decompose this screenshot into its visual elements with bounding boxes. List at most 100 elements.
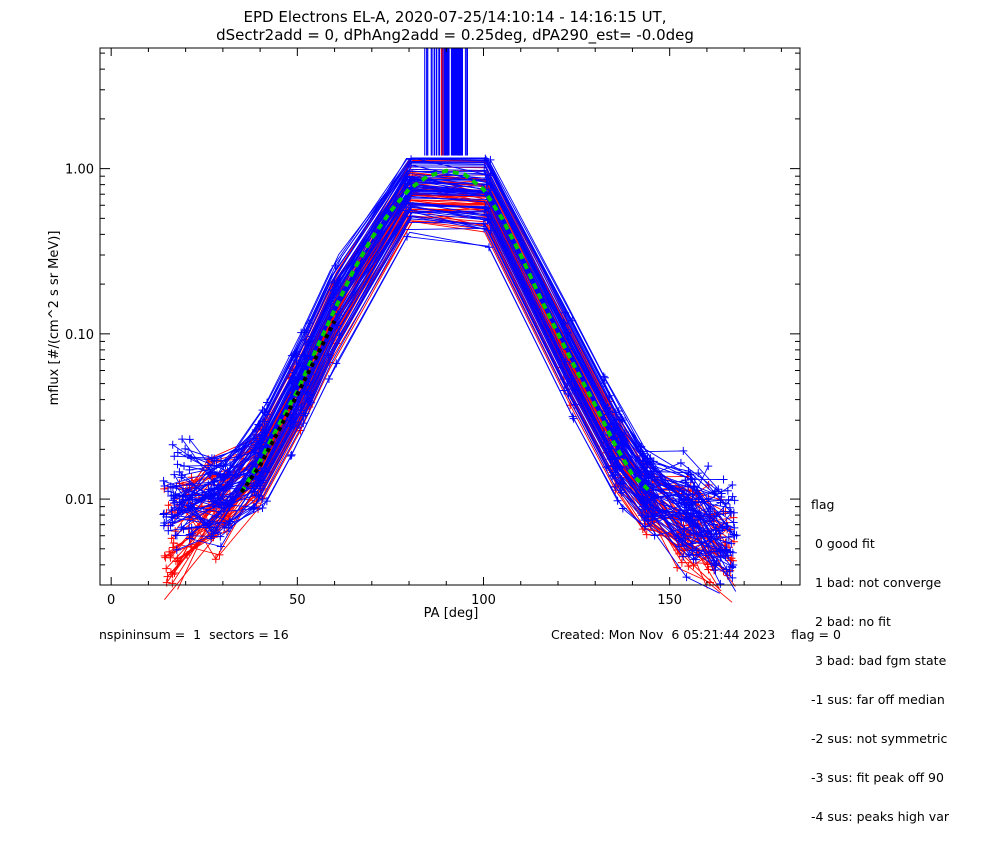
red-marker	[165, 547, 174, 556]
blue-marker	[725, 567, 734, 576]
green-fit-curve	[239, 168, 653, 494]
blue-marker	[712, 559, 721, 568]
chart-title-line1: EPD Electrons EL-A, 2020-07-25/14:10:14 …	[244, 8, 667, 26]
blue-marker	[679, 531, 688, 540]
blue-marker	[568, 412, 577, 421]
blue-marker	[263, 398, 272, 407]
legend-item-flag-0: 0 good fit	[811, 536, 875, 551]
blue-marker	[727, 562, 736, 571]
axes: 0 50 100 150 0.01 0.10 1.00	[65, 48, 800, 608]
red-marker	[677, 558, 686, 567]
red-trace-18	[164, 215, 725, 600]
blue-marker	[182, 495, 191, 504]
blue-marker	[716, 498, 725, 507]
blue-marker	[727, 508, 736, 517]
blue-marker	[679, 446, 688, 455]
blue-trace-17	[163, 211, 721, 585]
blue-marker	[170, 470, 179, 479]
blue-marker	[606, 454, 615, 463]
blue-marker	[287, 351, 296, 360]
blue-marker	[206, 491, 215, 500]
fit-curves	[239, 168, 653, 494]
blue-marker	[725, 503, 734, 512]
legend-item-flag-3: 3 bad: bad fgm state	[811, 653, 947, 668]
blue-trace-43	[167, 178, 729, 508]
blue-marker	[204, 480, 213, 489]
blue-marker	[262, 497, 271, 506]
blue-marker	[174, 505, 183, 514]
red-marker	[704, 565, 713, 574]
y-tick-label-1: 0.10	[65, 328, 94, 343]
blue-marker	[726, 527, 735, 536]
legend-item-flag-1: 1 bad: not converge	[811, 575, 942, 590]
blue-marker	[681, 478, 690, 487]
legend-item-flag-m1: -1 sus: far off median	[811, 692, 945, 707]
blue-marker	[730, 496, 739, 505]
red-trace-37	[184, 178, 716, 566]
blue-marker	[682, 573, 691, 582]
x-tick-label-3: 150	[657, 593, 682, 608]
blue-marker	[604, 444, 613, 453]
blue-marker	[179, 506, 188, 515]
blue-marker	[481, 206, 490, 215]
blue-trace-36	[170, 170, 722, 494]
legend-title: flag	[811, 497, 835, 512]
blue-marker	[401, 176, 410, 185]
blue-marker	[613, 496, 622, 505]
red-trace-41	[171, 220, 708, 589]
blue-marker	[173, 460, 182, 469]
blue-marker	[710, 489, 719, 498]
blue-marker	[331, 261, 340, 270]
blue-marker	[648, 512, 657, 521]
blue-marker	[637, 442, 646, 451]
blue-marker	[182, 485, 191, 494]
blue-marker	[223, 496, 232, 505]
y-tick-label-2: 1.00	[65, 163, 94, 178]
blue-marker	[299, 411, 308, 420]
y-axis-label: mflux [#/(cm^2 s sr MeV)]	[47, 231, 62, 406]
blue-marker	[608, 472, 617, 481]
footer-left: nspininsum = 1 sectors = 16	[99, 627, 289, 642]
red-marker	[163, 572, 172, 581]
blue-marker	[216, 542, 225, 551]
blue-marker	[164, 487, 173, 496]
blue-marker	[714, 485, 723, 494]
blue-marker	[175, 500, 184, 509]
red-marker	[211, 555, 220, 564]
blue-marker	[687, 475, 696, 484]
blue-trace-69	[183, 218, 720, 594]
blue-trace-53	[182, 157, 719, 490]
blue-marker	[599, 372, 608, 381]
legend-item-flag-m2: -2 sus: not symmetric	[811, 731, 948, 746]
blue-marker	[226, 517, 235, 526]
legend-item-flag-m3: -3 sus: fit peak off 90	[811, 770, 944, 785]
blue-marker	[680, 524, 689, 533]
blue-marker	[250, 445, 259, 454]
blue-marker	[684, 490, 693, 499]
blue-marker	[181, 444, 190, 453]
blue-marker	[570, 386, 579, 395]
blue-marker	[717, 492, 726, 501]
y-tick-label-0: 0.01	[65, 493, 94, 508]
blue-marker	[205, 519, 214, 528]
blue-marker	[260, 417, 269, 426]
blue-marker	[620, 428, 629, 437]
red-trace-39	[177, 199, 720, 559]
blue-marker	[679, 552, 688, 561]
blue-marker	[257, 471, 266, 480]
blue-marker	[719, 475, 728, 484]
blue-marker	[729, 518, 738, 527]
plot-frame	[99, 47, 801, 586]
blue-marker	[225, 482, 234, 491]
blue-marker	[168, 440, 177, 449]
blue-marker	[688, 498, 697, 507]
blue-marker	[719, 550, 728, 559]
blue-marker	[563, 328, 572, 337]
red-trace-16	[172, 194, 720, 589]
plot-page: EPD Electrons EL-A, 2020-07-25/14:10:14 …	[47, 8, 949, 823]
red-marker	[673, 546, 682, 555]
blue-trace-32	[190, 209, 715, 562]
red-trace-10	[177, 203, 733, 603]
blue-marker	[724, 533, 733, 542]
blue-marker	[643, 494, 652, 503]
